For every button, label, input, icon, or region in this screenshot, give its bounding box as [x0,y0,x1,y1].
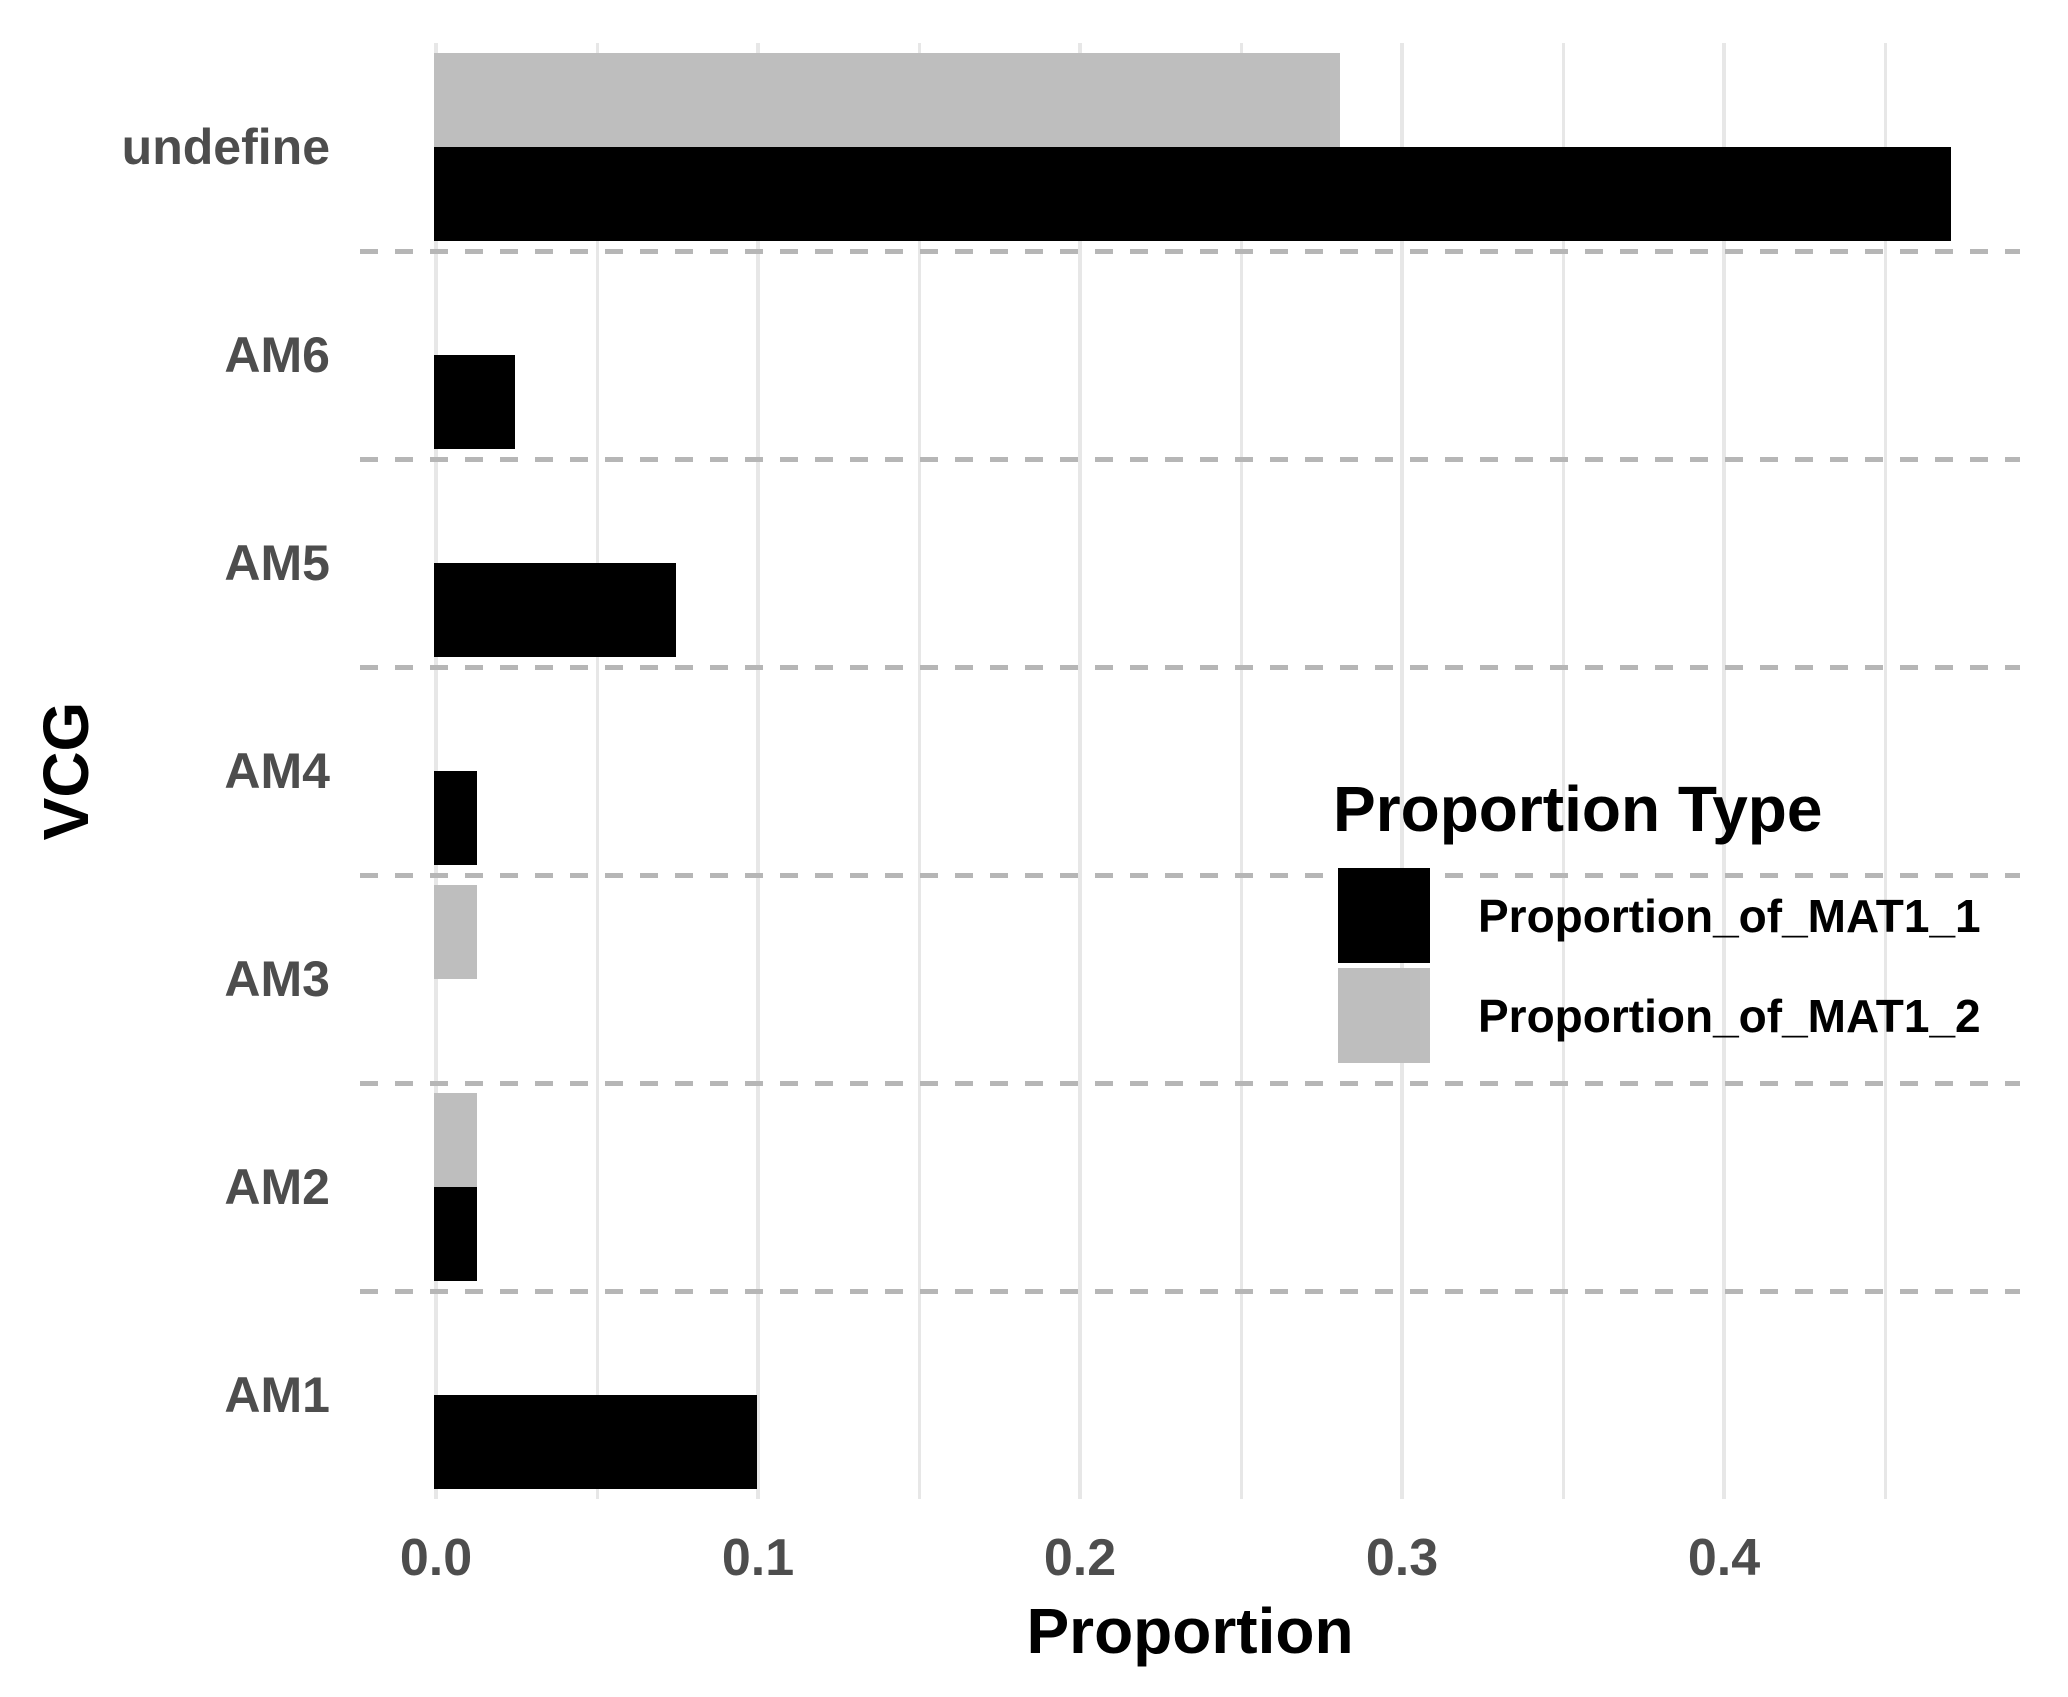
legend-title: Proportion Type [1333,773,1823,845]
x-tick-label-0.3: 0.3 [1365,1529,1439,1587]
y-tick-label-AM3: AM3 [224,951,330,1007]
legend-label: Proportion_of_MAT1_1 [1478,889,1981,942]
row-separator-dashed-line [360,665,2020,670]
x-tick-label-0.4: 0.4 [1687,1529,1761,1587]
bar-AM1-Proportion_of_MAT1_1 [434,1395,757,1489]
bar-AM3-Proportion_of_MAT1_2 [434,885,477,979]
major-gridline [1400,43,1404,1499]
row-separator-dashed-line [360,1081,2020,1086]
minor-gridline [596,43,599,1499]
legend-entry: Proportion_of_MAT1_2 [1338,968,1981,1063]
y-tick-label-AM5: AM5 [224,535,330,591]
row-separator-dashed-line [360,1289,2020,1294]
legend-swatch-black [1338,868,1430,963]
bar-undefine-Proportion_of_MAT1_2 [434,53,1340,147]
legend-entry: Proportion_of_MAT1_1 [1338,868,1981,963]
y-tick-label-undefine: undefine [121,119,330,175]
y-axis-title: VCG [30,701,102,841]
legend-swatch-grey [1338,968,1430,1063]
legend-label: Proportion_of_MAT1_2 [1478,989,1981,1042]
bar-AM6-Proportion_of_MAT1_1 [434,355,515,449]
minor-gridline [1240,43,1243,1499]
minor-gridline [1562,43,1565,1499]
legend: Proportion Type Proportion_of_MAT1_1 Pro… [1333,775,1981,1068]
x-tick-label-0.1: 0.1 [721,1529,795,1587]
major-gridline [756,43,760,1499]
row-separator-dashed-line [360,249,2020,254]
bar-AM4-Proportion_of_MAT1_1 [434,771,477,865]
plot-panel [360,43,2020,1499]
minor-gridline [1884,43,1887,1499]
x-tick-label-0.0: 0.0 [399,1529,473,1587]
row-separator-dashed-line [360,873,2020,878]
bar-AM2-Proportion_of_MAT1_1 [434,1187,477,1281]
y-tick-label-AM6: AM6 [224,327,330,383]
x-tick-label-0.2: 0.2 [1043,1529,1117,1587]
bar-undefine-Proportion_of_MAT1_1 [434,147,1951,241]
bar-AM2-Proportion_of_MAT1_2 [434,1093,477,1187]
x-axis-title: Proportion [1026,1595,1354,1667]
bar-AM5-Proportion_of_MAT1_1 [434,563,676,657]
y-tick-label-AM1: AM1 [224,1367,330,1423]
minor-gridline [918,43,921,1499]
y-tick-label-AM4: AM4 [224,743,330,799]
y-tick-label-AM2: AM2 [224,1159,330,1215]
major-gridline [1078,43,1082,1499]
major-gridline [1722,43,1726,1499]
row-separator-dashed-line [360,457,2020,462]
